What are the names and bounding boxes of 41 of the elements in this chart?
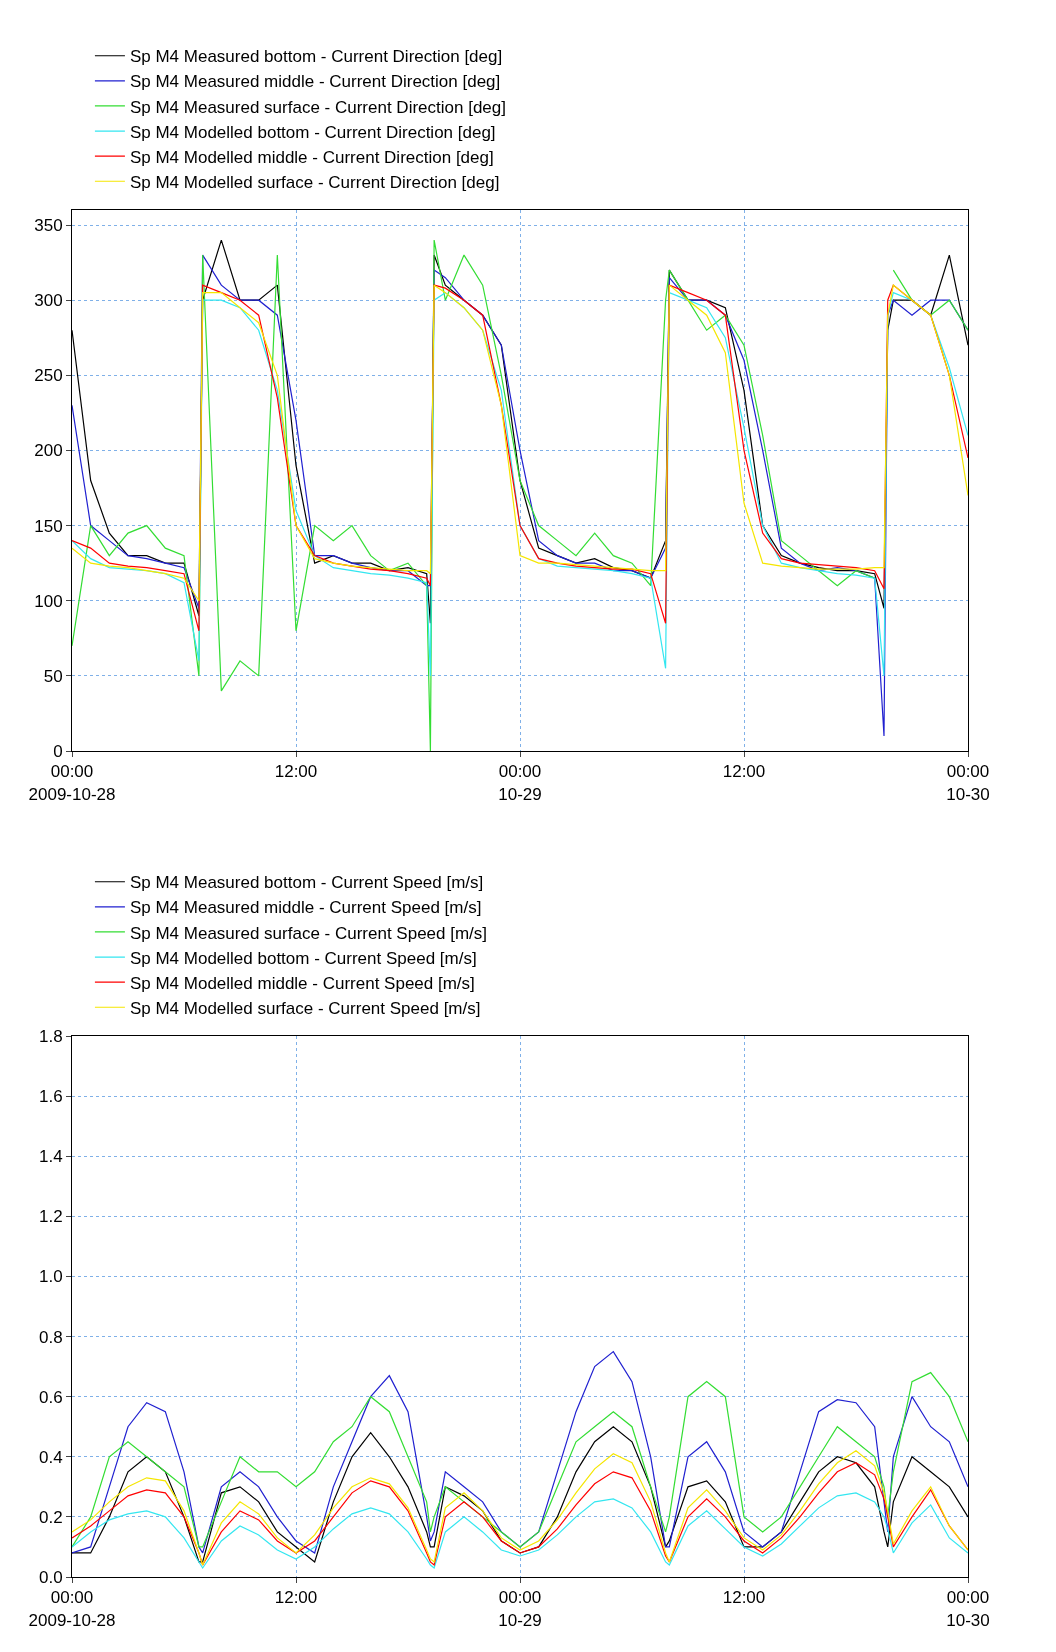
y-tick-label: 1.0 xyxy=(38,1267,63,1287)
x-tick-label: 00:00 10-30 xyxy=(946,1588,990,1630)
legend-label: Sp M4 Measured middle - Current Direction [deg] xyxy=(129,72,501,92)
y-tick-label: 0.8 xyxy=(38,1327,63,1347)
x-tick-label: 00:00 10-29 xyxy=(498,762,542,804)
legend-label: Sp M4 Modelled surface - Current Direction [deg] xyxy=(129,172,500,192)
line-series xyxy=(72,1492,968,1569)
legend-label: Sp M4 Modelled bottom - Current Speed [m/s] xyxy=(129,948,477,968)
y-tick-label: 1.4 xyxy=(38,1147,63,1167)
y-tick-label: 0 xyxy=(53,741,63,761)
x-tick-label: 00:00 10-30 xyxy=(946,762,990,804)
legend-label: Sp M4 Measured middle - Current Speed [m/s] xyxy=(129,898,482,918)
y-tick-label: 0.4 xyxy=(38,1447,63,1467)
y-tick-label: 200 xyxy=(34,441,63,461)
x-tick-label: 00:00 2009-10-28 xyxy=(28,1588,116,1630)
y-tick-label: 1.2 xyxy=(38,1207,63,1227)
x-tick-label: 12:00 xyxy=(274,1588,318,1608)
y-tick-label: 0.2 xyxy=(38,1507,63,1527)
y-tick-label: 0.0 xyxy=(38,1567,63,1587)
legend-label: Sp M4 Measured surface - Current Direction [deg] xyxy=(129,97,506,117)
legend-label: Sp M4 Measured bottom - Current Speed [m/s] xyxy=(129,873,484,893)
x-tick-label: 12:00 xyxy=(722,1588,766,1608)
x-tick-label: 12:00 xyxy=(274,762,318,782)
y-tick-label: 1.8 xyxy=(38,1026,63,1046)
y-tick-label: 250 xyxy=(34,366,63,386)
y-tick-label: 50 xyxy=(43,666,63,686)
x-tick-label: 00:00 2009-10-28 xyxy=(28,762,116,804)
y-tick-label: 100 xyxy=(34,591,63,611)
legend-label: Sp M4 Measured bottom - Current Direction [deg] xyxy=(129,47,503,67)
y-tick-label: 350 xyxy=(34,215,63,235)
legend-label: Sp M4 Modelled bottom - Current Direction [deg] xyxy=(129,122,496,142)
y-tick-label: 300 xyxy=(34,291,63,311)
x-tick-label: 00:00 10-29 xyxy=(498,1588,542,1630)
y-tick-label: 0.6 xyxy=(38,1387,63,1407)
legend-label: Sp M4 Measured surface - Current Speed [m/s] xyxy=(129,923,488,943)
x-tick-label: 12:00 xyxy=(722,762,766,782)
y-tick-label: 1.6 xyxy=(38,1087,63,1107)
legend-label: Sp M4 Modelled middle - Current Direction [deg] xyxy=(129,147,494,167)
legend-label: Sp M4 Modelled middle - Current Speed [m/s] xyxy=(129,973,475,993)
legend-label: Sp M4 Modelled surface - Current Speed [m/s] xyxy=(129,998,481,1018)
y-tick-label: 150 xyxy=(34,516,63,536)
